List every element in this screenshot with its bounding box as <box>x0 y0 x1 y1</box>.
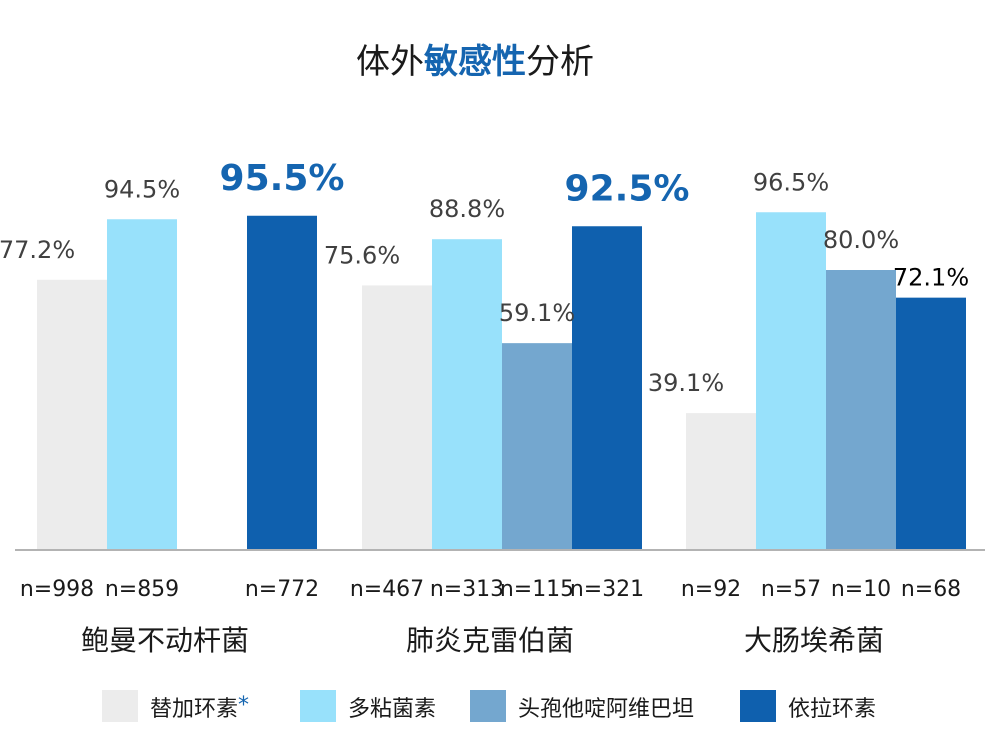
bar-0-0 <box>37 279 107 550</box>
value-label-1-2: 96.5% <box>753 168 829 196</box>
bars-group <box>37 212 966 550</box>
n-label-2-2: n=10 <box>831 577 891 602</box>
bar-2-1 <box>502 343 572 550</box>
value-label-2-2: 80.0% <box>823 226 899 254</box>
n-label-1-2: n=57 <box>761 577 821 602</box>
legend-label-1: 多粘菌素 <box>348 697 436 722</box>
bar-3-0 <box>247 215 317 550</box>
n-label-3-1: n=321 <box>570 577 644 602</box>
legend-label-3: 依拉环素 <box>788 697 876 722</box>
legend-name-suffix-0: * <box>238 693 249 718</box>
value-labels-group: 77.2% 94.5% 95.5% 75.6% 88.8% 59.1% 92.5% 39.1%… <box>0 158 969 397</box>
value-label-0-2: 39.1% <box>648 369 724 397</box>
n-label-2-1: n=115 <box>500 577 574 602</box>
category-labels-group: 鲍曼不动杆菌 肺炎克雷伯菌 大肠埃希菌 <box>81 624 884 657</box>
n-label-3-0: n=772 <box>245 577 319 602</box>
bar-3-1 <box>572 226 642 550</box>
bar-0-1 <box>362 285 432 550</box>
legend-swatch-2 <box>470 690 506 722</box>
bar-1-1 <box>432 239 502 550</box>
category-label-2: 大肠埃希菌 <box>744 624 884 657</box>
chart-title-before: 体外 <box>356 42 424 82</box>
value-label-3-0: 95.5% <box>220 158 345 199</box>
chart-title-highlight: 敏感性 <box>424 42 526 82</box>
n-label-1-0: n=859 <box>105 577 179 602</box>
bar-0-2 <box>686 413 756 550</box>
legend-swatch-1 <box>300 690 336 722</box>
bar-2-2 <box>826 270 896 550</box>
legend-item-1: 多粘菌素 <box>300 690 436 722</box>
legend-label-2: 头孢他啶阿维巴坦 <box>518 697 694 722</box>
n-label-0-1: n=467 <box>350 577 424 602</box>
n-label-0-0: n=998 <box>20 577 94 602</box>
legend-label-0: 替加环素* <box>150 693 249 722</box>
bar-3-2 <box>896 297 966 550</box>
legend-swatch-0 <box>102 690 138 722</box>
legend: 替加环素* 多粘菌素 头孢他啶阿维巴坦 依拉环素 <box>102 690 876 722</box>
value-label-3-1: 92.5% <box>565 168 690 209</box>
n-label-0-2: n=92 <box>681 577 741 602</box>
legend-name-0: 替加环素 <box>150 697 238 722</box>
bar-1-2 <box>756 212 826 550</box>
legend-item-2: 头孢他啶阿维巴坦 <box>470 690 694 722</box>
value-label-3-2: 72.1% <box>893 264 969 292</box>
value-label-1-0: 94.5% <box>104 175 180 203</box>
value-label-1-1: 88.8% <box>429 195 505 223</box>
value-label-0-0: 77.2% <box>0 236 75 264</box>
chart-title: 体外敏感性分析 <box>356 42 594 82</box>
legend-swatch-3 <box>740 690 776 722</box>
bar-1-0 <box>107 219 177 550</box>
value-label-0-1: 75.6% <box>324 241 400 269</box>
legend-name-3: 依拉环素 <box>788 697 876 722</box>
legend-name-2: 头孢他啶阿维巴坦 <box>518 697 694 722</box>
n-label-1-1: n=313 <box>430 577 504 602</box>
value-label-2-1: 59.1% <box>499 299 575 327</box>
legend-name-1: 多粘菌素 <box>348 697 436 722</box>
n-label-3-2: n=68 <box>901 577 961 602</box>
chart-title-after: 分析 <box>526 42 594 82</box>
legend-item-0: 替加环素* <box>102 690 249 722</box>
legend-item-3: 依拉环素 <box>740 690 876 722</box>
category-label-0: 鲍曼不动杆菌 <box>81 624 249 657</box>
category-label-1: 肺炎克雷伯菌 <box>406 624 574 657</box>
